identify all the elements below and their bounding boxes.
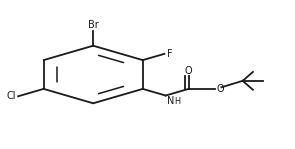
Text: Cl: Cl (6, 91, 16, 101)
Text: O: O (216, 84, 224, 94)
Text: O: O (185, 66, 192, 76)
Text: Br: Br (88, 20, 99, 30)
Text: N: N (167, 96, 175, 106)
Text: H: H (174, 97, 180, 106)
Text: F: F (167, 49, 173, 59)
